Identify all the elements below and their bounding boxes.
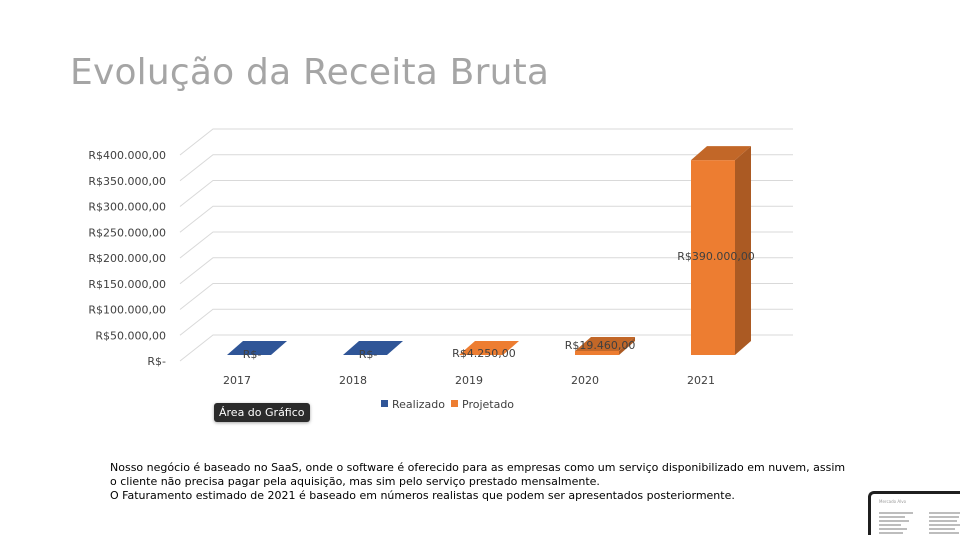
x-tick-label: 2019 (455, 374, 483, 387)
bar-front-face (691, 160, 735, 355)
gridline (179, 128, 793, 156)
bar-front-face (575, 350, 619, 355)
bar-top-face (343, 341, 403, 355)
y-tick-label: R$50.000,00 (95, 329, 166, 342)
data-label: R$- (359, 348, 378, 361)
gridline (179, 154, 793, 182)
y-tick-label: R$350.000,00 (88, 175, 166, 188)
bar-top-face (575, 336, 635, 351)
data-label: R$- (243, 348, 262, 361)
legend-label-realizado: Realizado (392, 398, 445, 411)
y-tick-label: R$150.000,00 (88, 278, 166, 291)
bar-2019[interactable] (459, 341, 519, 355)
bar-side-face (619, 336, 635, 355)
legend[interactable]: Realizado Projetado (381, 398, 514, 411)
x-tick-label: 2021 (687, 374, 715, 387)
gridline (179, 308, 793, 336)
chart-area-tooltip: Área do Gráfico (214, 403, 310, 422)
gridline (179, 257, 793, 285)
y-axis-ticks: R$- R$50.000,00 R$100.000,00 R$150.000,0… (88, 149, 166, 368)
y-tick-label: R$100.000,00 (88, 304, 166, 317)
gridline (179, 283, 793, 310)
y-tick-label: R$400.000,00 (88, 149, 166, 162)
bars (227, 146, 751, 355)
thumbnail-title: Mercado Alvo (879, 499, 907, 504)
data-labels: R$- R$- R$4.250,00 R$19.460,00 R$390.000… (243, 250, 755, 361)
bar-top-face (227, 341, 287, 355)
description-line: O Faturamento estimado de 2021 é baseado… (110, 489, 735, 502)
bar-2018[interactable] (343, 341, 403, 355)
x-axis-ticks: 2017 2018 2019 2020 2021 (223, 374, 715, 387)
legend-swatch-projetado (451, 400, 458, 407)
description-line: Nosso negócio é baseado no SaaS, onde o … (110, 461, 846, 488)
y-tick-label: R$250.000,00 (88, 226, 166, 239)
thumbnail-text-column (879, 512, 917, 535)
gridline (179, 180, 793, 207)
gridline (179, 231, 793, 259)
bar-2021[interactable] (691, 146, 751, 355)
data-label: R$390.000,00 (677, 250, 755, 263)
gridline (179, 205, 793, 233)
legend-label-projetado: Projetado (462, 398, 514, 411)
bar-top-face (691, 146, 751, 161)
slide-thumbnail[interactable]: Mercado Alvo (868, 491, 960, 535)
description-text: Nosso negócio é baseado no SaaS, onde o … (110, 461, 850, 503)
bar-2017[interactable] (227, 341, 287, 355)
y-tick-label: R$- (147, 355, 166, 368)
x-tick-label: 2018 (339, 374, 367, 387)
bar-top-face (459, 341, 519, 355)
gridline (179, 334, 793, 362)
gridlines (179, 128, 793, 362)
y-tick-label: R$200.000,00 (88, 252, 166, 265)
thumbnail-text-column (929, 512, 960, 535)
bar-2020[interactable] (575, 336, 635, 355)
x-tick-label: 2017 (223, 374, 251, 387)
x-tick-label: 2020 (571, 374, 599, 387)
data-label: R$4.250,00 (452, 347, 516, 360)
legend-swatch-realizado (381, 400, 388, 407)
bar-side-face (735, 146, 751, 355)
data-label: R$19.460,00 (565, 339, 636, 352)
y-tick-label: R$300.000,00 (88, 201, 166, 214)
slide-title: Evolução da Receita Bruta (70, 52, 550, 93)
